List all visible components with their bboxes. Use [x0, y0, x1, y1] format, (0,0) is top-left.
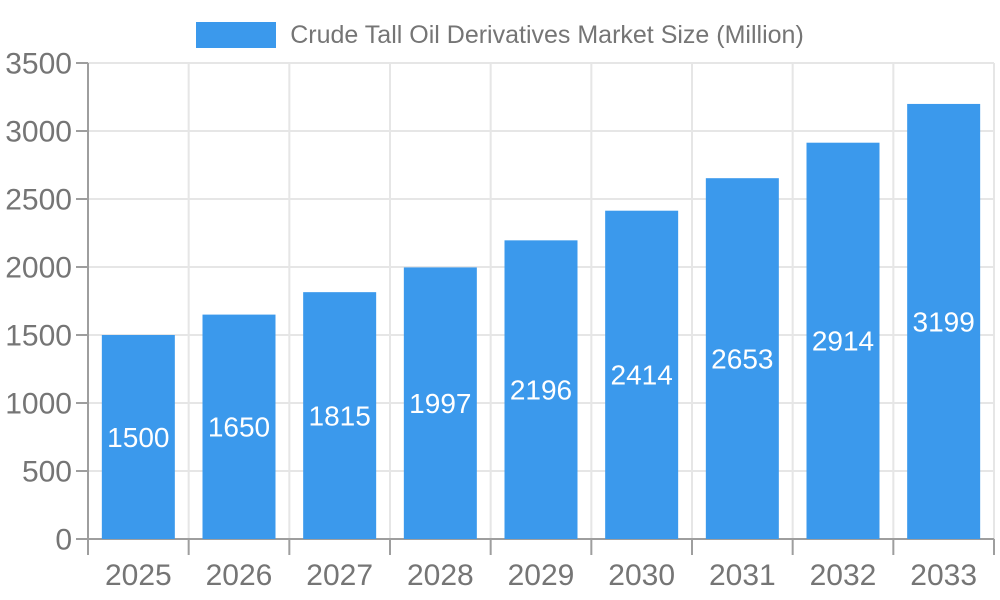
bar-value-label-2031: 2653 [711, 343, 773, 374]
legend-label[interactable]: Crude Tall Oil Derivatives Market Size (… [290, 20, 804, 49]
y-tick-label-2000: 2000 [5, 252, 72, 285]
bar-2026[interactable] [202, 314, 276, 539]
bar-value-label-2032: 2914 [812, 326, 874, 357]
x-tick-label-2027: 2027 [306, 559, 373, 592]
y-tick-label-1000: 1000 [5, 388, 72, 421]
x-tick-label-2026: 2026 [206, 559, 273, 592]
legend-swatch[interactable] [196, 22, 277, 48]
bar-value-label-2028: 1997 [409, 388, 471, 419]
x-tick-label-2030: 2030 [608, 559, 675, 592]
y-tick-label-0: 0 [55, 524, 72, 557]
bar-2032[interactable] [806, 142, 880, 540]
bar-value-label-2029: 2196 [510, 374, 572, 405]
bar-value-label-2030: 2414 [611, 360, 673, 391]
bar-2025[interactable] [101, 335, 175, 539]
x-tick-label-2025: 2025 [105, 559, 172, 592]
x-tick-label-2033: 2033 [910, 559, 977, 592]
x-tick-label-2032: 2032 [810, 559, 877, 592]
bar-2028[interactable] [403, 267, 477, 539]
bar-2030[interactable] [605, 210, 679, 540]
bar-value-label-2026: 1650 [208, 412, 270, 443]
bar-2033[interactable] [907, 103, 981, 539]
y-tick-label-1500: 1500 [5, 320, 72, 353]
bar-value-label-2033: 3199 [913, 306, 975, 337]
bar-2031[interactable] [705, 178, 779, 539]
bar-2027[interactable] [303, 292, 377, 539]
x-tick-label-2028: 2028 [407, 559, 474, 592]
y-tick-label-500: 500 [22, 456, 72, 489]
bar-value-label-2027: 1815 [309, 400, 371, 431]
bar-2029[interactable] [504, 240, 578, 539]
y-tick-label-2500: 2500 [5, 184, 72, 217]
legend[interactable]: Crude Tall Oil Derivatives Market Size (… [0, 20, 1000, 50]
y-tick-label-3000: 3000 [5, 116, 72, 149]
x-tick-label-2029: 2029 [508, 559, 575, 592]
bar-value-label-2025: 1500 [107, 422, 169, 453]
x-tick-label-2031: 2031 [709, 559, 776, 592]
y-tick-label-3500: 3500 [5, 48, 72, 81]
